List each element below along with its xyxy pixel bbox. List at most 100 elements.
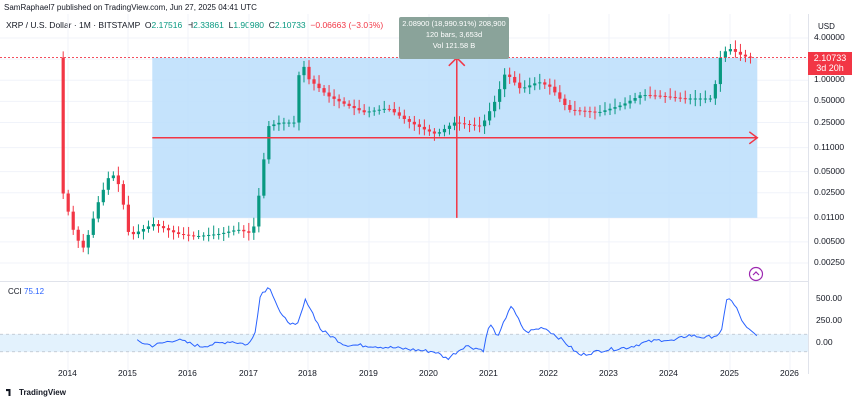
candle-body (723, 51, 727, 58)
year-tick-label: 2022 (539, 368, 558, 378)
candle-body (432, 131, 437, 134)
candle-body (553, 86, 557, 93)
candle-body (272, 124, 276, 127)
candle-body (668, 96, 672, 98)
symbol-name[interactable]: XRP / U.S. Dollar · 1M · BITSTAMP (6, 20, 141, 30)
candle-body (713, 84, 717, 99)
candle-body (603, 110, 607, 112)
candle-body (598, 111, 602, 113)
price-tick-label: 0.01100 (814, 211, 845, 222)
price-axis-divider (808, 14, 809, 374)
candle-body (347, 103, 351, 106)
candle-body (86, 234, 90, 248)
candle-body (583, 110, 587, 112)
candle-body (212, 234, 216, 236)
measure-tooltip[interactable]: 2.08900 (18,990.91%) 208,900 120 bars, 3… (399, 17, 509, 59)
cci-legend[interactable]: CCI 75.12 (8, 287, 44, 296)
brand-name: TradingView (19, 388, 66, 397)
candle-body (407, 119, 411, 122)
measure-arrowhead-right (748, 131, 759, 145)
candle-body (111, 175, 115, 179)
candle-body (222, 232, 226, 234)
publish-info: SamRaphael7 published on TradingView.com… (4, 3, 257, 12)
price-tick-label: 0.00500 (814, 235, 845, 246)
candle-body (733, 49, 738, 52)
candle-body (151, 224, 156, 227)
candle-body (287, 122, 291, 124)
tradingview-logo[interactable]: TradingView (6, 388, 66, 397)
year-tick-label: 2016 (178, 368, 197, 378)
cci-tick-label: 500.00 (816, 293, 842, 303)
candle-body (126, 204, 131, 232)
year-tick-label: 2014 (58, 368, 77, 378)
candle-body (658, 95, 662, 97)
candle-body (187, 234, 191, 236)
candle-body (628, 100, 632, 104)
low-label: L (228, 20, 234, 30)
candle-body (578, 110, 582, 112)
candle-body (472, 124, 477, 126)
candle-body (312, 79, 316, 84)
cci-line (136, 287, 758, 361)
candle-body (277, 122, 281, 125)
candle-body (141, 228, 146, 232)
candle-body (357, 108, 361, 111)
year-tick-label: 2026 (780, 368, 799, 378)
candle-body (171, 230, 176, 233)
candle-body (161, 226, 166, 229)
candle-body (327, 92, 331, 97)
candle-body (237, 229, 241, 231)
candle-body (608, 108, 612, 111)
currency-label[interactable]: USD (818, 22, 835, 31)
open-value: 2.17516 (151, 20, 183, 30)
cci-tick-label: 0.00 (816, 337, 833, 347)
candle-body (76, 229, 80, 241)
last-price-tag: 2.10733 3d 20h (808, 52, 852, 75)
candle-body (392, 109, 396, 113)
cci-title: CCI (8, 287, 22, 296)
candle-body (508, 74, 512, 77)
candle-body (743, 54, 748, 57)
candle-body (673, 97, 677, 99)
candle-body (618, 105, 622, 108)
year-tick-label: 2024 (659, 368, 678, 378)
candle-body (382, 108, 386, 110)
replay-icon[interactable] (748, 266, 764, 282)
candle-body (252, 226, 256, 233)
candle-body (467, 124, 472, 126)
candle-body (302, 66, 306, 76)
candle-body (417, 124, 421, 127)
candle-body (322, 88, 326, 93)
candle-body (166, 228, 171, 231)
price-tick-label: 0.00250 (814, 257, 845, 267)
price-tick-label: 0.50000 (814, 95, 845, 106)
year-tick-label: 2017 (239, 368, 258, 378)
price-tick-label: 0.05000 (814, 165, 845, 176)
candle-body (493, 101, 497, 112)
candle-body (748, 56, 753, 58)
candle-body (593, 111, 597, 113)
candle-body (297, 75, 301, 123)
candle-body (498, 89, 502, 102)
candle-body (227, 231, 231, 233)
candle-body (442, 128, 447, 133)
candle-body (192, 235, 196, 237)
price-tick-label: 1.00000 (814, 74, 845, 85)
year-tick-label: 2015 (118, 368, 137, 378)
candle-body (683, 98, 687, 100)
candle-body (678, 97, 682, 99)
candle-body (61, 57, 65, 194)
candle-body (538, 82, 542, 84)
candle-body (71, 211, 75, 230)
candle-body (437, 132, 442, 134)
candle-body (337, 98, 341, 102)
candle-body (518, 82, 522, 89)
pane-divider[interactable] (0, 281, 808, 282)
candle-body (573, 109, 577, 111)
candle-body (588, 111, 592, 113)
candle-body (728, 49, 733, 52)
candle-body (91, 218, 95, 235)
candle-body (121, 184, 125, 205)
candle-body (257, 195, 261, 227)
